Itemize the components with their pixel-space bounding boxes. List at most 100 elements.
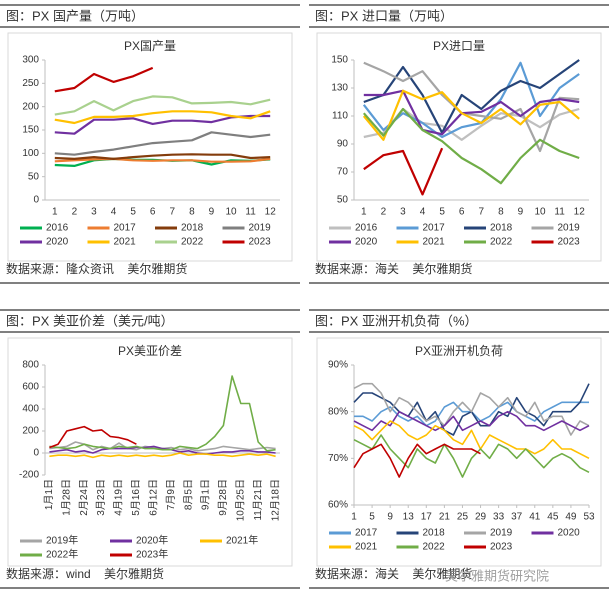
source-note: 数据来源：海关 美尔雅期货: [315, 261, 472, 276]
chart-title: PX国产量: [124, 39, 176, 53]
y-tick-label: -200: [19, 470, 39, 481]
legend-label: 2018: [423, 528, 446, 539]
x-tick-label: 2月24日: [78, 479, 90, 516]
legend-label: 2023: [249, 237, 272, 248]
x-tick-label: 11: [245, 207, 256, 218]
legend-label: 2020: [46, 237, 69, 248]
chart-frame: [7, 32, 293, 262]
x-tick-label: 25: [457, 512, 469, 523]
y-tick-label: 600: [22, 382, 39, 393]
x-tick-label: 12: [265, 207, 277, 218]
x-tick-label: 37: [511, 512, 523, 523]
legend-label: 2017: [114, 223, 137, 234]
chart-title: PX进口量: [433, 39, 485, 53]
x-tick-label: 8: [498, 207, 504, 218]
panel-header: 图：PX 亚洲开机负荷（%）: [315, 313, 478, 328]
x-tick-label: 1: [351, 512, 357, 523]
series-line: [362, 107, 580, 185]
series-line: [353, 410, 590, 432]
y-tick-label: 70%: [328, 453, 348, 464]
y-tick-label: 70: [337, 167, 349, 178]
legend-label: 2023年: [136, 548, 168, 561]
x-tick-label: 1: [52, 207, 58, 218]
x-tick-label: 4: [420, 207, 426, 218]
legend-label: 2022: [490, 237, 513, 248]
x-tick-label: 6: [459, 207, 465, 218]
series-line: [353, 420, 590, 460]
x-tick-label: 4月19日: [113, 479, 125, 516]
legend-label: 2016: [355, 223, 378, 234]
series-line: [353, 443, 481, 478]
x-tick-label: 7: [479, 207, 485, 218]
legend-label: 2017: [355, 528, 378, 539]
x-tick-label: 41: [529, 512, 541, 523]
y-tick-label: 80%: [328, 406, 348, 417]
x-tick-label: 11: [554, 207, 565, 218]
legend-label: 2023: [558, 237, 581, 248]
series-line: [362, 61, 580, 139]
y-tick-label: 90: [337, 139, 349, 150]
chart-title: PX美亚价差: [118, 344, 182, 358]
legend-label: 2020年: [136, 534, 168, 547]
x-tick-label: 8: [189, 207, 195, 218]
series-line: [54, 157, 271, 163]
legend-label: 2021年: [226, 534, 258, 547]
series-line: [54, 131, 271, 156]
x-tick-label: 5月16日: [130, 479, 142, 516]
x-tick-label: 6: [150, 207, 156, 218]
series-line: [54, 66, 154, 93]
x-tick-label: 9: [518, 207, 524, 218]
legend-label: 2018: [490, 223, 513, 234]
y-tick-label: 0: [33, 448, 39, 459]
legend-label: 2023: [490, 542, 513, 553]
x-tick-label: 11月21日: [252, 479, 264, 521]
legend-label: 2019年: [46, 534, 78, 547]
series-line: [54, 110, 271, 125]
source-note: 数据来源：隆众资讯 美尔雅期货: [6, 261, 187, 276]
x-tick-label: 45: [547, 512, 559, 523]
legend-label: 2022年: [46, 548, 78, 561]
legend-label: 2020: [355, 237, 378, 248]
x-tick-label: 9: [209, 207, 215, 218]
source-note: 数据来源：wind 美尔雅期货: [6, 566, 164, 581]
x-tick-label: 12月18日: [269, 479, 281, 521]
chart-frame: [7, 337, 293, 567]
y-tick-label: 130: [331, 83, 348, 94]
panel-header: 图：PX 进口量（万吨）: [315, 8, 453, 23]
legend-label: 2021: [355, 542, 378, 553]
legend-label: 2020: [558, 528, 581, 539]
series-line: [54, 153, 271, 160]
x-tick-label: 21: [439, 512, 451, 523]
x-tick-label: 4: [111, 207, 117, 218]
x-tick-label: 13: [403, 512, 415, 523]
y-tick-label: 50: [28, 171, 40, 182]
y-tick-label: 110: [332, 111, 348, 122]
x-tick-label: 3: [400, 207, 406, 218]
x-tick-label: 1: [361, 207, 367, 218]
x-tick-label: 10: [225, 207, 237, 218]
x-tick-label: 5: [439, 207, 445, 218]
y-tick-label: 150: [22, 125, 39, 136]
panel-header: 图：PX 美亚价差（美元/吨）: [6, 313, 174, 328]
legend-label: 2022: [423, 542, 446, 553]
legend-label: 2021: [114, 237, 137, 248]
legend-label: 2018: [181, 223, 204, 234]
x-tick-label: 8月5日: [182, 479, 194, 510]
watermark: 美尔雅期货研究院: [445, 568, 549, 583]
series-line: [54, 95, 271, 116]
legend-label: 2022: [181, 237, 204, 248]
y-tick-label: 50: [337, 195, 349, 206]
legend-label: 2019: [490, 528, 513, 539]
x-tick-label: 3: [91, 207, 97, 218]
x-tick-label: 29: [475, 512, 487, 523]
series-line: [363, 89, 580, 136]
x-tick-label: 17: [421, 512, 433, 523]
y-tick-label: 0: [33, 195, 39, 206]
x-tick-label: 7月9日: [165, 479, 177, 510]
series-line: [363, 147, 444, 196]
y-tick-label: 60%: [328, 500, 348, 511]
legend-label: 2021: [423, 237, 446, 248]
legend-label: 2017: [423, 223, 446, 234]
y-tick-label: 100: [22, 148, 39, 159]
